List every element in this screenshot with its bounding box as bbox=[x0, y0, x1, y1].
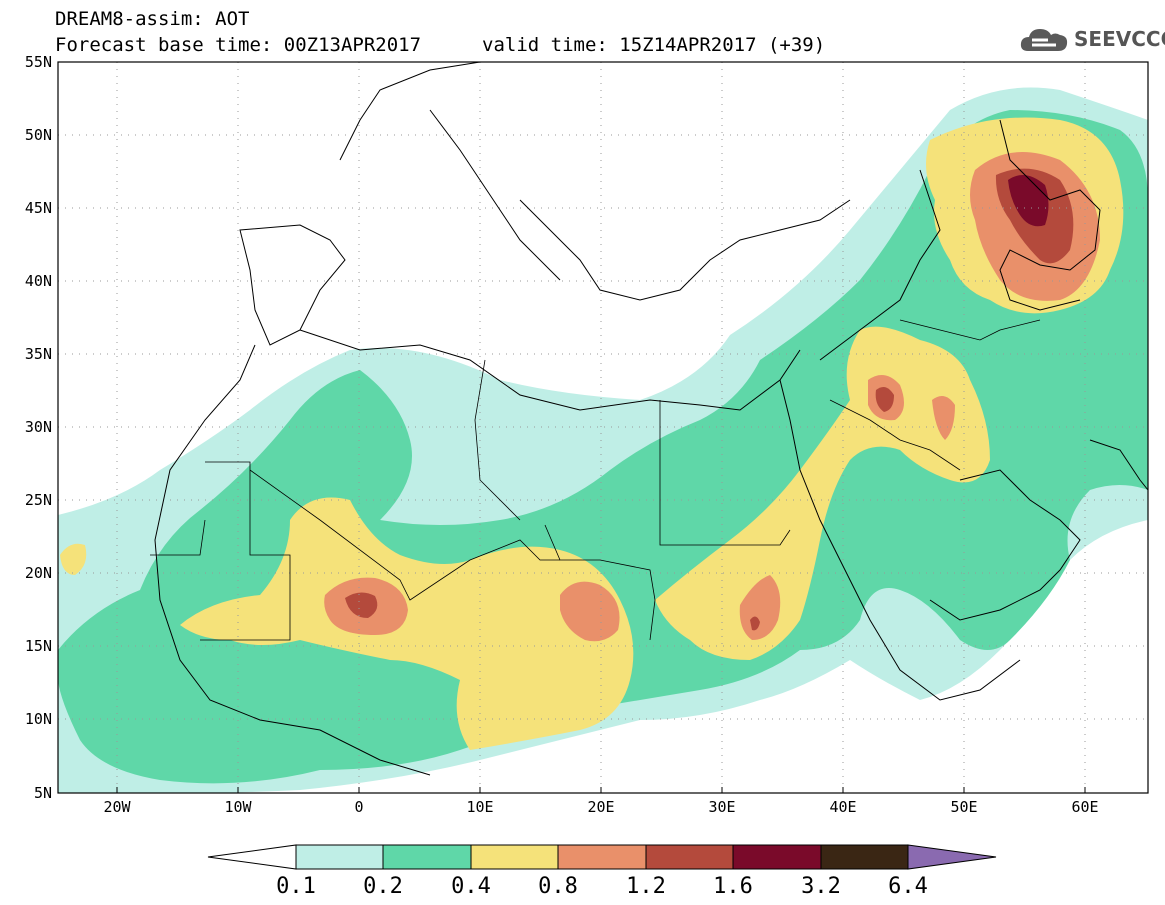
colorbar-label: 0.8 bbox=[538, 874, 578, 899]
colorbar-low-arrow bbox=[207, 844, 297, 870]
colorbar-label: 0.4 bbox=[451, 874, 491, 899]
lon-label: 0 bbox=[354, 798, 363, 816]
lat-label: 25N bbox=[25, 491, 52, 509]
coastlines bbox=[154, 62, 1148, 776]
colorbar-high-arrow bbox=[907, 844, 997, 870]
colorbar-box bbox=[470, 844, 559, 870]
colorbar-box bbox=[645, 844, 734, 870]
colorbar-box bbox=[820, 844, 909, 870]
seevccc-logo: SEEVCCC bbox=[1018, 25, 1165, 55]
aot-field bbox=[58, 87, 1148, 793]
lon-label: 20E bbox=[587, 798, 614, 816]
colorbar-label: 0.2 bbox=[363, 874, 403, 899]
lat-label: 35N bbox=[25, 345, 52, 363]
lat-label: 20N bbox=[25, 564, 52, 582]
graticule bbox=[58, 62, 1148, 793]
longitude-labels: 20W 10W 0 10E 20E 30E 40E 50E 60E bbox=[103, 798, 1098, 816]
colorbar-box bbox=[382, 844, 472, 870]
lat-label: 10N bbox=[25, 710, 52, 728]
aot-map: 55N 50N 45N 40N 35N 30N 25N 20N 15N 10N … bbox=[25, 53, 1149, 816]
lat-label: 15N bbox=[25, 637, 52, 655]
colorbar-box bbox=[732, 844, 822, 870]
colorbar-label: 0.1 bbox=[276, 874, 316, 899]
lat-label: 50N bbox=[25, 126, 52, 144]
colorbar-label: 3.2 bbox=[801, 874, 841, 899]
lon-label: 50E bbox=[950, 798, 977, 816]
colorbar-label: 1.2 bbox=[626, 874, 666, 899]
logo-text: SEEVCCC bbox=[1074, 27, 1165, 51]
lat-label: 40N bbox=[25, 272, 52, 290]
lon-label: 10W bbox=[224, 798, 252, 816]
colorbar-box bbox=[557, 844, 647, 870]
lat-label: 55N bbox=[25, 53, 52, 71]
colorbar-box bbox=[295, 844, 384, 870]
forecast-base-time: Forecast base time: 00Z13APR2017 bbox=[55, 34, 422, 56]
colorbar-labels: 0.1 0.2 0.4 0.8 1.2 1.6 3.2 6.4 bbox=[276, 874, 928, 899]
lon-label: 30E bbox=[708, 798, 735, 816]
latitude-labels: 55N 50N 45N 40N 35N 30N 25N 20N 15N 10N … bbox=[25, 53, 52, 802]
lat-label: 5N bbox=[34, 784, 52, 802]
cloud-icon bbox=[1020, 29, 1068, 51]
colorbar-boxes bbox=[207, 844, 997, 870]
plot-frame bbox=[57, 61, 1149, 794]
valid-time: valid time: 15Z14APR2017 (+39) bbox=[482, 34, 826, 56]
lat-label: 30N bbox=[25, 418, 52, 436]
axis-ticks bbox=[116, 787, 1086, 793]
colorbar-label: 6.4 bbox=[888, 874, 928, 899]
country-borders bbox=[150, 319, 1041, 641]
lon-label: 20W bbox=[103, 798, 131, 816]
lat-label: 45N bbox=[25, 199, 52, 217]
lon-label: 10E bbox=[466, 798, 493, 816]
map-title: DREAM8-assim: AOT bbox=[55, 8, 250, 30]
lon-label: 40E bbox=[829, 798, 856, 816]
lon-label: 60E bbox=[1071, 798, 1098, 816]
colorbar-label: 1.6 bbox=[713, 874, 753, 899]
